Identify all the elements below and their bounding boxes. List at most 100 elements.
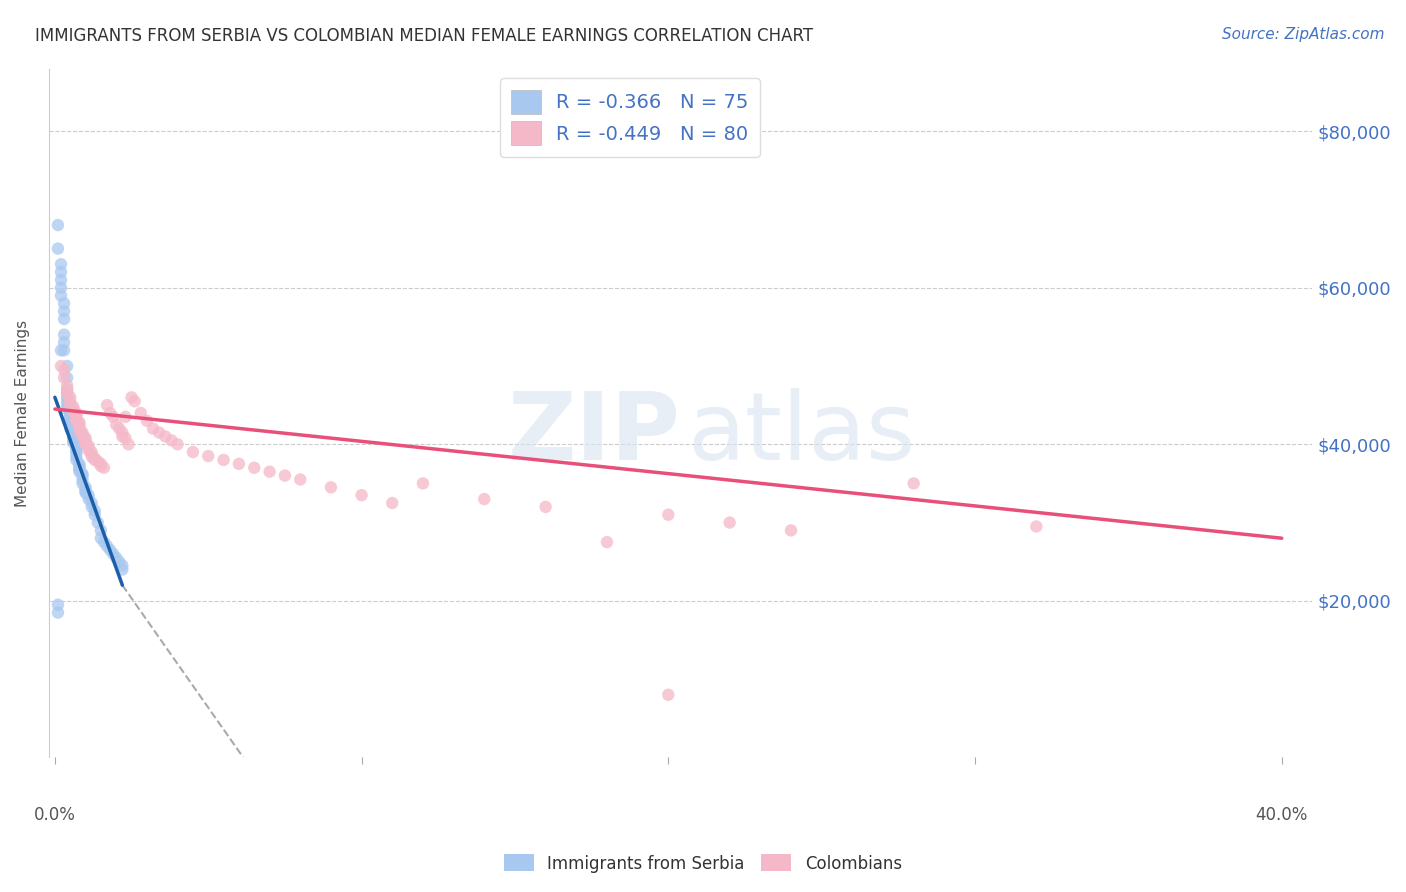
Point xyxy=(65,441,87,455)
Text: 40.0%: 40.0% xyxy=(1256,805,1308,823)
Point xyxy=(108,555,131,569)
Point xyxy=(77,439,100,453)
Text: ZIP: ZIP xyxy=(508,388,681,480)
Point xyxy=(114,431,136,445)
Point xyxy=(98,406,121,420)
Point xyxy=(412,476,434,491)
Point xyxy=(228,457,250,471)
Point xyxy=(80,445,103,459)
Point xyxy=(124,394,146,409)
Point xyxy=(56,386,79,401)
Point xyxy=(49,281,72,295)
Legend: Immigrants from Serbia, Colombians: Immigrants from Serbia, Colombians xyxy=(498,847,908,880)
Point xyxy=(111,425,134,440)
Point xyxy=(129,406,152,420)
Point xyxy=(62,425,84,440)
Point xyxy=(67,420,90,434)
Point xyxy=(56,402,79,417)
Point xyxy=(72,473,94,487)
Point xyxy=(56,386,79,401)
Point xyxy=(274,468,297,483)
Point xyxy=(59,408,82,422)
Point xyxy=(90,531,112,545)
Point xyxy=(56,383,79,397)
Legend: R = -0.366   N = 75, R = -0.449   N = 80: R = -0.366 N = 75, R = -0.449 N = 80 xyxy=(499,78,761,157)
Point xyxy=(67,465,90,479)
Point xyxy=(96,539,118,553)
Point xyxy=(75,483,97,497)
Point xyxy=(53,335,76,350)
Point xyxy=(56,378,79,392)
Point xyxy=(65,449,87,463)
Point xyxy=(72,428,94,442)
Point xyxy=(49,273,72,287)
Point xyxy=(75,480,97,494)
Point xyxy=(108,422,131,436)
Point xyxy=(49,343,72,358)
Point xyxy=(534,500,557,514)
Point xyxy=(181,445,204,459)
Point xyxy=(49,265,72,279)
Text: atlas: atlas xyxy=(688,388,915,480)
Point xyxy=(56,394,79,409)
Point xyxy=(212,453,235,467)
Point xyxy=(65,406,87,420)
Point xyxy=(80,500,103,514)
Point xyxy=(350,488,373,502)
Point xyxy=(72,425,94,440)
Point xyxy=(59,404,82,418)
Point xyxy=(56,398,79,412)
Point xyxy=(83,508,105,522)
Point xyxy=(65,412,87,426)
Point xyxy=(114,409,136,424)
Point xyxy=(87,454,110,468)
Point xyxy=(77,441,100,455)
Point xyxy=(46,606,69,620)
Point xyxy=(53,312,76,326)
Point xyxy=(67,460,90,475)
Point xyxy=(62,435,84,450)
Point xyxy=(65,408,87,422)
Point xyxy=(75,435,97,450)
Point xyxy=(67,415,90,429)
Point xyxy=(67,417,90,432)
Point xyxy=(53,296,76,310)
Point xyxy=(105,550,128,565)
Point xyxy=(49,359,72,373)
Point xyxy=(77,488,100,502)
Point xyxy=(67,422,90,436)
Point xyxy=(83,504,105,518)
Point xyxy=(111,562,134,576)
Point xyxy=(56,390,79,404)
Text: IMMIGRANTS FROM SERBIA VS COLOMBIAN MEDIAN FEMALE EARNINGS CORRELATION CHART: IMMIGRANTS FROM SERBIA VS COLOMBIAN MEDI… xyxy=(35,27,813,45)
Point xyxy=(59,422,82,436)
Point xyxy=(65,445,87,459)
Point xyxy=(59,398,82,412)
Point xyxy=(59,414,82,428)
Point xyxy=(65,443,87,458)
Point xyxy=(657,688,679,702)
Point xyxy=(780,524,803,538)
Text: 0.0%: 0.0% xyxy=(34,805,76,823)
Point xyxy=(77,491,100,506)
Point xyxy=(59,394,82,409)
Point xyxy=(259,465,281,479)
Point xyxy=(75,485,97,500)
Point xyxy=(148,425,170,440)
Point xyxy=(59,406,82,420)
Point xyxy=(56,370,79,384)
Point xyxy=(53,327,76,342)
Point xyxy=(59,412,82,426)
Point xyxy=(53,343,76,358)
Text: Source: ZipAtlas.com: Source: ZipAtlas.com xyxy=(1222,27,1385,42)
Point xyxy=(65,453,87,467)
Point xyxy=(90,457,112,471)
Point xyxy=(75,484,97,499)
Point xyxy=(596,535,619,549)
Point xyxy=(83,453,105,467)
Point xyxy=(90,524,112,538)
Point xyxy=(903,476,925,491)
Point xyxy=(46,218,69,232)
Point xyxy=(72,467,94,481)
Point xyxy=(718,516,741,530)
